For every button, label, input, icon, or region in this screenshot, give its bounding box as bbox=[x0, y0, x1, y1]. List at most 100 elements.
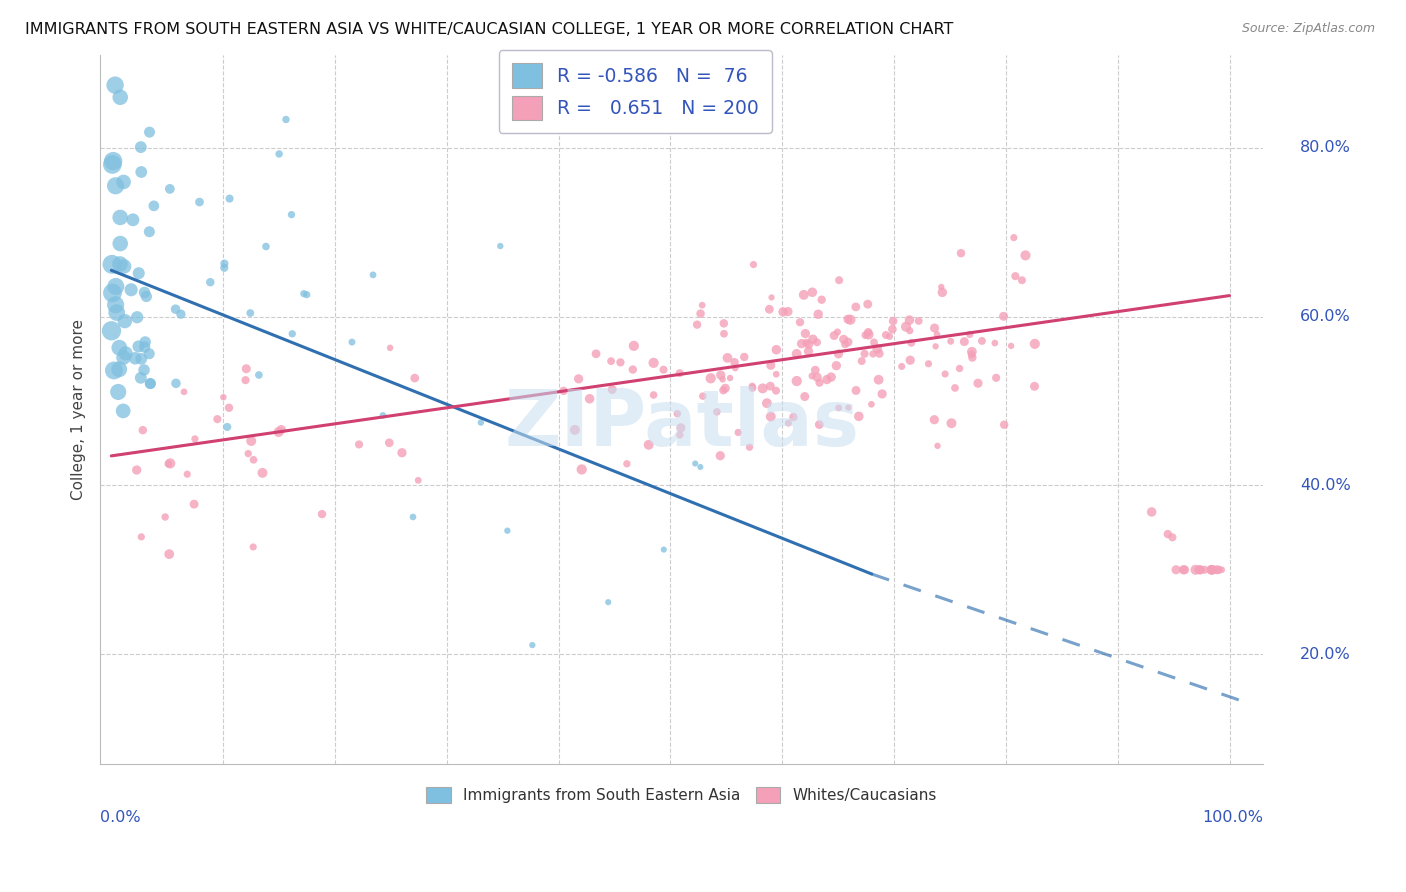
Point bbox=[1201, 563, 1223, 577]
Point bbox=[553, 384, 575, 398]
Point bbox=[173, 384, 195, 399]
Point bbox=[666, 407, 689, 421]
Point bbox=[924, 339, 946, 353]
Point bbox=[643, 356, 665, 370]
Point bbox=[967, 376, 990, 391]
Point bbox=[157, 457, 180, 471]
Point bbox=[882, 314, 904, 328]
Point bbox=[176, 467, 198, 482]
Point bbox=[934, 367, 956, 381]
Point bbox=[907, 314, 929, 328]
Point bbox=[127, 339, 149, 353]
Point bbox=[692, 389, 714, 403]
Point bbox=[114, 346, 136, 360]
Point bbox=[758, 302, 780, 317]
Point bbox=[716, 351, 738, 365]
Point bbox=[793, 390, 815, 404]
Point bbox=[711, 372, 734, 386]
Point bbox=[993, 310, 1015, 324]
Point bbox=[794, 326, 817, 341]
Point bbox=[267, 425, 290, 439]
Point bbox=[713, 326, 735, 341]
Point bbox=[1194, 563, 1216, 577]
Point bbox=[851, 354, 873, 368]
Point bbox=[269, 147, 291, 161]
Text: IMMIGRANTS FROM SOUTH EASTERN ASIA VS WHITE/CAUCASIAN COLLEGE, 1 YEAR OR MORE CO: IMMIGRANTS FROM SOUTH EASTERN ASIA VS WH… bbox=[25, 22, 953, 37]
Point bbox=[827, 325, 849, 339]
Point bbox=[101, 257, 124, 271]
Point bbox=[1202, 563, 1225, 577]
Point bbox=[962, 351, 984, 365]
Point bbox=[950, 246, 973, 260]
Point bbox=[578, 392, 600, 406]
Point bbox=[1201, 563, 1223, 577]
Point bbox=[183, 497, 205, 511]
Point bbox=[134, 334, 156, 349]
Point bbox=[132, 363, 155, 377]
Point bbox=[108, 257, 131, 271]
Point bbox=[837, 401, 859, 415]
Point bbox=[808, 417, 831, 432]
Point bbox=[820, 370, 842, 384]
Point bbox=[863, 335, 886, 350]
Point bbox=[165, 376, 187, 391]
Point bbox=[623, 339, 645, 353]
Point bbox=[668, 366, 690, 380]
Point bbox=[104, 78, 127, 92]
Text: Source: ZipAtlas.com: Source: ZipAtlas.com bbox=[1241, 22, 1375, 36]
Point bbox=[564, 423, 586, 437]
Point bbox=[939, 334, 962, 349]
Point bbox=[683, 457, 706, 471]
Point bbox=[404, 371, 426, 385]
Point bbox=[125, 463, 148, 477]
Point bbox=[295, 287, 318, 301]
Point bbox=[953, 334, 976, 349]
Point bbox=[1205, 563, 1227, 577]
Point bbox=[134, 285, 156, 300]
Point bbox=[112, 260, 135, 274]
Point bbox=[699, 371, 721, 385]
Point bbox=[689, 307, 711, 321]
Point bbox=[124, 351, 146, 366]
Point bbox=[894, 319, 917, 334]
Point bbox=[834, 337, 856, 351]
Point bbox=[786, 347, 808, 361]
Point bbox=[759, 409, 782, 424]
Point bbox=[917, 357, 939, 371]
Point bbox=[875, 328, 897, 343]
Point bbox=[135, 289, 157, 303]
Point bbox=[568, 372, 591, 386]
Point bbox=[139, 376, 162, 391]
Point bbox=[643, 388, 665, 402]
Point bbox=[924, 413, 946, 427]
Point bbox=[254, 239, 277, 253]
Point bbox=[882, 322, 904, 336]
Point bbox=[496, 524, 519, 538]
Point bbox=[984, 336, 1007, 351]
Point bbox=[217, 420, 239, 434]
Point bbox=[690, 298, 713, 312]
Point bbox=[103, 363, 125, 377]
Point bbox=[1140, 505, 1163, 519]
Point bbox=[292, 286, 315, 301]
Point bbox=[856, 297, 879, 311]
Point bbox=[823, 328, 845, 343]
Point bbox=[101, 157, 124, 171]
Point bbox=[927, 439, 949, 453]
Point bbox=[112, 351, 135, 365]
Point bbox=[120, 283, 142, 297]
Point bbox=[378, 341, 401, 355]
Point bbox=[652, 542, 675, 557]
Point bbox=[361, 268, 384, 282]
Point bbox=[898, 324, 921, 338]
Y-axis label: College, 1 year or more: College, 1 year or more bbox=[72, 319, 86, 500]
Point bbox=[652, 362, 675, 376]
Point bbox=[138, 125, 160, 139]
Point bbox=[801, 285, 824, 300]
Point bbox=[755, 396, 778, 410]
Point bbox=[1184, 563, 1206, 577]
Point bbox=[247, 368, 270, 382]
Point bbox=[129, 140, 152, 154]
Point bbox=[669, 421, 692, 435]
Point bbox=[1157, 527, 1180, 541]
